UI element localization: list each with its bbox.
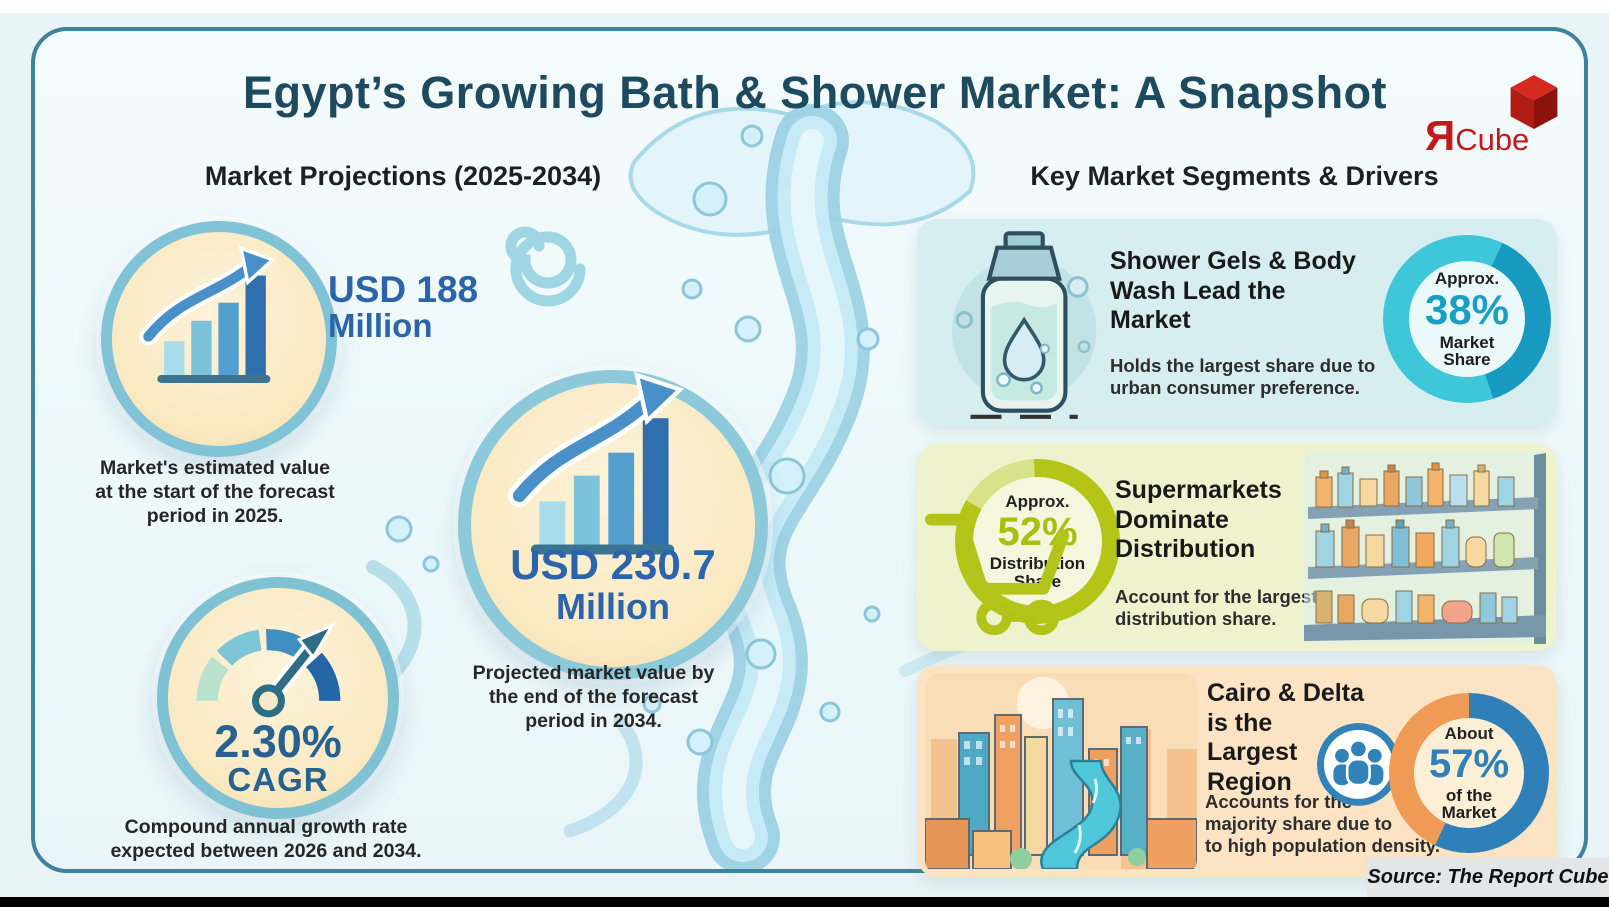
card-desc: Holds the largest share due to urban con… [1110,355,1376,399]
stat-value-cagr: 2.30% CAGR [168,716,388,799]
card-cairo-delta: Cairo & Delta is the Largest Region Acco… [917,665,1557,877]
city-skyline-illustration [925,673,1197,874]
population-people-icon [1311,719,1423,820]
shower-gel-bottle-icon [940,225,1098,426]
card-desc: Accounts for the majority share due to t… [1205,791,1440,857]
growth-bar-chart-icon [507,371,685,555]
donut-prefix: About [1444,723,1494,743]
stat-unit: Million [328,307,433,345]
market-projections-header: Market Projections (2025-2034) [204,161,602,191]
stat-circle-cagr: 2.30% CAGR [157,577,399,819]
stat-caption-2034: Projected market value by the end of the… [472,662,715,732]
stat-value-2034: USD 230.7 Million [471,541,755,627]
source-attribution: Source: The Report Cube [1367,858,1609,897]
supermarket-shelf-illustration [1300,449,1550,651]
card-title: Shower Gels & Body Wash Lead the Market [1110,247,1356,334]
donut-prefix: Approx. [1434,268,1500,288]
donut-value: 57% [1428,741,1510,786]
stat-caption-2025: Market's estimated value at the start of… [95,457,335,527]
donut-caption: Market Share [1439,332,1495,370]
bottom-strip [0,897,1609,907]
key-segments-header: Key Market Segments & Drivers [1030,161,1439,191]
donut-label: About 57% of the Market [1414,718,1524,828]
market-share-donut: Approx. 38% Market Share [1383,235,1551,403]
stat-circle-2025 [101,221,337,457]
shopping-cart-icon [923,492,1081,649]
stat-circle-2034: USD 230.7 Million [458,370,768,680]
card-title: Cairo & Delta is the Largest Region [1207,679,1364,796]
stat-value-2025: USD 188 Million [328,269,479,345]
report-cube-logo: Я Cube [1419,71,1579,157]
badge-prefix: Approx. [1005,492,1070,512]
stat-value: USD 188 [328,269,479,310]
stat-value: USD 230.7 [510,541,716,588]
frame: Egypt’s Growing Bath & Shower Market: A … [31,27,1588,877]
card-supermarkets: Approx. 52% Distribution Share Supermark… [917,444,1557,651]
speedometer-icon [196,622,341,718]
card-title: Supermarkets Dominate Distribution [1115,476,1282,563]
card-desc: Account for the largest distribution sha… [1115,586,1318,630]
donut-label: Approx. 38% Market Share [1409,261,1525,377]
top-strip [0,0,1609,13]
donut-caption: of the Market [1441,785,1497,823]
region-share-donut: About 57% of the Market [1389,693,1549,853]
logo-text: Я Cube [1425,112,1530,160]
stat-caption-cagr: Compound annual growth rate expected bet… [110,816,422,862]
card-shower-gels: Shower Gels & Body Wash Lead the Market … [917,219,1557,426]
logo-name: Cube [1455,122,1530,157]
donut-value: 38% [1424,285,1510,333]
page-title: Egypt’s Growing Bath & Shower Market: A … [242,67,1388,118]
growth-bar-chart-icon [139,245,276,383]
stat-value: 2.30% [214,716,342,767]
stat-unit: CAGR [227,761,329,799]
cube-icon [1510,75,1558,129]
logo-r-mark: Я [1425,112,1456,160]
stat-unit: Million [556,585,670,627]
